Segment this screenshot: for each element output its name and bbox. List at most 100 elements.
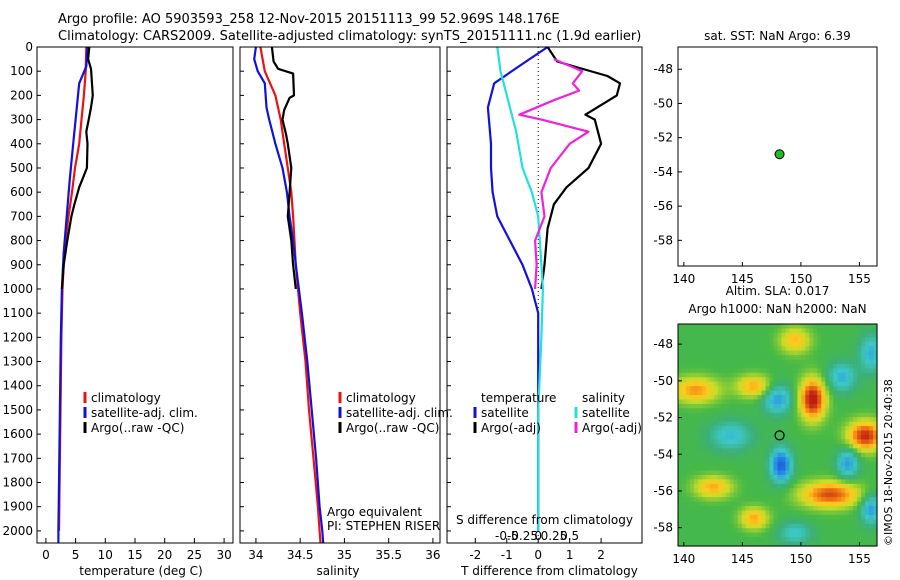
sla-heatmap-cell bbox=[833, 399, 838, 405]
sla-heatmap-cell bbox=[805, 328, 810, 334]
sla-heatmap-cell bbox=[837, 386, 842, 392]
sla-heatmap-cell bbox=[681, 399, 687, 405]
sla-heatmap-cell bbox=[829, 408, 834, 414]
sla-heatmap-cell bbox=[729, 541, 735, 547]
sla-heatmap-cell bbox=[717, 324, 723, 330]
sla-heatmap-cell bbox=[861, 359, 866, 365]
sla-heatmap-cell bbox=[749, 346, 755, 352]
sla-heatmap-cell bbox=[757, 421, 763, 427]
sla-heatmap-cell bbox=[733, 372, 739, 378]
sla-heatmap-cell bbox=[853, 341, 858, 347]
sla-heatmap-cell bbox=[713, 395, 719, 401]
difference-temperature-legend-label: Argo(-adj) bbox=[481, 421, 541, 435]
sla-heatmap-cell bbox=[861, 470, 866, 476]
sla-heatmap-cell bbox=[729, 461, 735, 467]
sla-heatmap-cell bbox=[697, 381, 703, 387]
sla-heatmap-cell bbox=[757, 412, 763, 418]
sla-heatmap-cell bbox=[789, 399, 795, 405]
sla-heatmap-cell bbox=[757, 399, 763, 405]
sla-heatmap-cell bbox=[817, 532, 822, 538]
sla-heatmap-cell bbox=[725, 457, 731, 463]
sla-heatmap-cell bbox=[781, 341, 787, 347]
sla-heatmap-cell bbox=[833, 390, 838, 396]
sla-heatmap-cell bbox=[745, 395, 751, 401]
sla-heatmap-cell bbox=[757, 519, 763, 525]
sla-heatmap-cell bbox=[817, 399, 822, 405]
sla-heatmap-cell bbox=[873, 497, 878, 503]
sla-heatmap-cell bbox=[845, 443, 850, 449]
sla-heatmap-cell bbox=[837, 430, 842, 436]
sla-heatmap-cell bbox=[845, 506, 850, 512]
sla-heatmap-cell bbox=[745, 519, 751, 525]
sla-heatmap-cell bbox=[805, 514, 810, 520]
sla-heatmap-cell bbox=[789, 443, 795, 449]
sla-heatmap-cell bbox=[745, 443, 751, 449]
sla-heatmap-cell bbox=[869, 350, 874, 356]
sla-heatmap-cell bbox=[797, 346, 802, 352]
sla-heatmap-cell bbox=[829, 390, 834, 396]
sla-heatmap-cell bbox=[737, 421, 743, 427]
sla-heatmap-cell bbox=[725, 386, 731, 392]
sla-heatmap-cell bbox=[829, 457, 834, 463]
sla-heatmap-cell bbox=[789, 488, 795, 494]
sla-heatmap-cell bbox=[729, 506, 735, 512]
sla-heatmap-cell bbox=[869, 417, 874, 423]
sla-heatmap-cell bbox=[805, 395, 810, 401]
sla-heatmap-cell bbox=[825, 474, 830, 480]
sla-heatmap-cell bbox=[805, 452, 810, 458]
sla-heatmap-cell bbox=[837, 337, 842, 343]
sla-heatmap-cell bbox=[825, 337, 830, 343]
sla-heatmap-cell bbox=[697, 363, 703, 369]
sla-heatmap-cell bbox=[781, 537, 787, 543]
sla-heatmap-cell bbox=[805, 474, 810, 480]
sla-heatmap-cell bbox=[769, 435, 775, 441]
sla-heatmap-cell bbox=[685, 377, 691, 383]
sla-heatmap-cell bbox=[829, 337, 834, 343]
sla-heatmap-cell bbox=[781, 355, 787, 361]
sla-heatmap-cell bbox=[689, 368, 695, 374]
sla-heatmap-cell bbox=[773, 506, 779, 512]
sla-heatmap-cell bbox=[841, 417, 846, 423]
sla-heatmap-cell bbox=[817, 452, 822, 458]
sla-heatmap-cell bbox=[801, 386, 806, 392]
sla-heatmap-cell bbox=[685, 501, 691, 507]
sla-heatmap-cell bbox=[857, 395, 862, 401]
sla-heatmap-cell bbox=[865, 541, 870, 547]
sla-heatmap-cell bbox=[753, 439, 759, 445]
sla-heatmap-cell bbox=[749, 337, 755, 343]
sla-heatmap-cell bbox=[841, 390, 846, 396]
sla-heatmap-cell bbox=[865, 474, 870, 480]
sla-heatmap-cell bbox=[837, 479, 842, 485]
sla-heatmap-cell bbox=[733, 541, 739, 547]
sla-heatmap-cell bbox=[769, 421, 775, 427]
sla-heatmap-cell bbox=[841, 443, 846, 449]
sla-heatmap-cell bbox=[678, 430, 683, 436]
sla-heatmap-cell bbox=[721, 363, 727, 369]
sla-heatmap-cell bbox=[813, 479, 818, 485]
sla-heatmap-cell bbox=[773, 426, 779, 432]
sla-heatmap-cell bbox=[693, 435, 699, 441]
sla-heatmap-cell bbox=[757, 510, 763, 516]
sla-heatmap-cell bbox=[861, 355, 866, 361]
sla-heatmap-cell bbox=[761, 470, 767, 476]
sla-heatmap-cell bbox=[717, 426, 723, 432]
sla-heatmap-cell bbox=[825, 514, 830, 520]
difference-panel: -2 -1 0 1 2T difference from climatology-0.5… bbox=[446, 46, 643, 578]
sla-heatmap-cell bbox=[729, 332, 735, 338]
sla-heatmap-cell bbox=[781, 395, 787, 401]
sla-heatmap-cell bbox=[753, 350, 759, 356]
sla-heatmap-cell bbox=[845, 332, 850, 338]
sla-heatmap-cell bbox=[817, 359, 822, 365]
sla-heatmap-cell bbox=[801, 359, 806, 365]
sla-heatmap-cell bbox=[693, 541, 699, 547]
sla-heatmap-cell bbox=[861, 510, 866, 516]
sla-heatmap-cell bbox=[781, 368, 787, 374]
sla-heatmap-cell bbox=[857, 355, 862, 361]
sla-heatmap-cell bbox=[805, 346, 810, 352]
sla-heatmap-cell bbox=[797, 492, 802, 498]
sla-heatmap-cell bbox=[861, 403, 866, 409]
sla-heatmap-cell bbox=[853, 408, 858, 414]
sla-heatmap-cell bbox=[853, 497, 858, 503]
sla-heatmap-cell bbox=[761, 368, 767, 374]
sla-heatmap-cell bbox=[813, 390, 818, 396]
